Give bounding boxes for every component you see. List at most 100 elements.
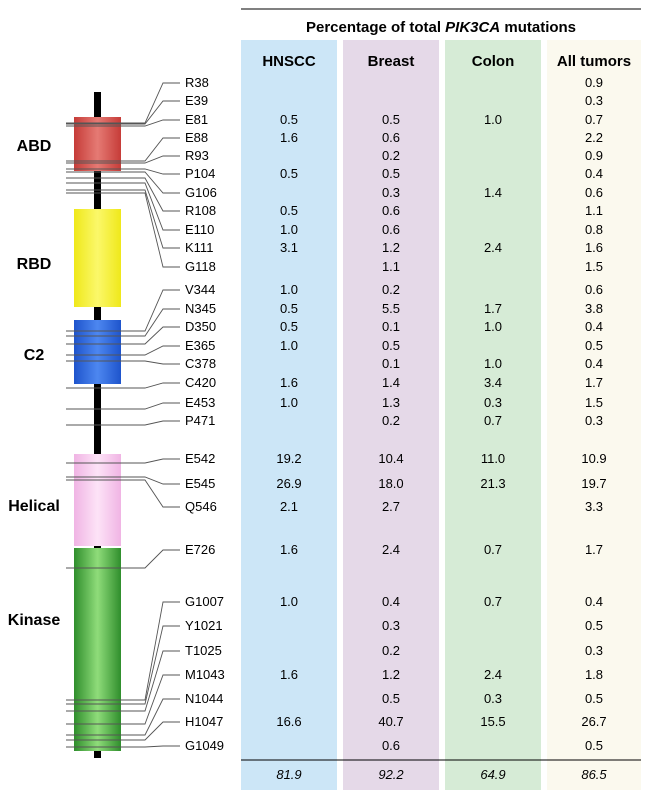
- mutation-label-c378: C378: [185, 356, 216, 371]
- value-p104-hnscc: 0.5: [280, 166, 298, 181]
- value-e110-all-tumors: 0.8: [585, 222, 603, 237]
- mutation-rows: R38 0.9 E39 0.3 E81 0.5 0.5 1.0 0.7 E88 1.6 0.6 2.2 R…: [185, 75, 607, 753]
- value-e542-breast: 10.4: [378, 451, 403, 466]
- column-band-all-tumors: [547, 40, 641, 790]
- value-e542-all-tumors: 10.9: [581, 451, 606, 466]
- value-q546-breast: 2.7: [382, 499, 400, 514]
- value-m1043-hnscc: 1.6: [280, 667, 298, 682]
- value-e726-colon: 0.7: [484, 542, 502, 557]
- mutation-label-r93: R93: [185, 148, 209, 163]
- connector-h1047: [66, 721, 180, 741]
- value-e453-colon: 0.3: [484, 395, 502, 410]
- mutation-label-g1007: G1007: [185, 594, 224, 609]
- value-n1044-colon: 0.3: [484, 691, 502, 706]
- value-t1025-breast: 0.2: [382, 643, 400, 658]
- value-e88-hnscc: 1.6: [280, 130, 298, 145]
- value-n345-all-tumors: 3.8: [585, 301, 603, 316]
- value-g1007-hnscc: 1.0: [280, 594, 298, 609]
- value-q546-all-tumors: 3.3: [585, 499, 603, 514]
- mutation-label-q546: Q546: [185, 499, 217, 514]
- value-v344-all-tumors: 0.6: [585, 282, 603, 297]
- header-title: Percentage of total PIK3CA mutations: [306, 19, 576, 36]
- column-header-all-tumors: All tumors: [557, 53, 631, 70]
- connector-c420: [66, 382, 180, 389]
- value-e453-hnscc: 1.0: [280, 395, 298, 410]
- value-r108-breast: 0.6: [382, 203, 400, 218]
- value-r93-breast: 0.2: [382, 148, 400, 163]
- value-h1047-colon: 15.5: [480, 714, 505, 729]
- column-band-breast: [343, 40, 439, 790]
- value-e726-hnscc: 1.6: [280, 542, 298, 557]
- value-p471-all-tumors: 0.3: [585, 413, 603, 428]
- value-c378-breast: 0.1: [382, 356, 400, 371]
- value-c378-all-tumors: 0.4: [585, 356, 603, 371]
- connector-d350: [66, 326, 180, 345]
- connector-g1049: [66, 745, 180, 748]
- value-g106-colon: 1.4: [484, 185, 502, 200]
- value-g1049-all-tumors: 0.5: [585, 738, 603, 753]
- connector-e542: [66, 458, 180, 464]
- mutation-label-t1025: T1025: [185, 643, 222, 658]
- value-c420-hnscc: 1.6: [280, 375, 298, 390]
- value-g1007-all-tumors: 0.4: [585, 594, 603, 609]
- mutation-label-h1047: H1047: [185, 714, 223, 729]
- value-n345-colon: 1.7: [484, 301, 502, 316]
- value-g106-breast: 0.3: [382, 185, 400, 200]
- total-hnscc: 81.9: [276, 767, 301, 782]
- mutation-label-n345: N345: [185, 301, 216, 316]
- connector-p104: [66, 168, 180, 175]
- column-header-hnscc: HNSCC: [262, 53, 316, 70]
- value-g106-all-tumors: 0.6: [585, 185, 603, 200]
- value-e365-hnscc: 1.0: [280, 338, 298, 353]
- value-y1021-breast: 0.3: [382, 618, 400, 633]
- total-breast: 92.2: [378, 767, 404, 782]
- mutation-label-e110: E110: [185, 222, 214, 237]
- value-e88-all-tumors: 2.2: [585, 130, 603, 145]
- mutation-label-g1049: G1049: [185, 738, 224, 753]
- value-c420-breast: 1.4: [382, 375, 400, 390]
- mutation-label-p104: P104: [185, 166, 215, 181]
- connector-g106: [66, 171, 180, 194]
- connector-e110: [66, 182, 180, 231]
- value-p104-breast: 0.5: [382, 166, 400, 181]
- value-e110-hnscc: 1.0: [280, 222, 298, 237]
- value-m1043-breast: 1.2: [382, 667, 400, 682]
- value-e545-breast: 18.0: [378, 476, 403, 491]
- mutation-label-e542: E542: [185, 451, 215, 466]
- value-e453-breast: 1.3: [382, 395, 400, 410]
- mutation-label-g106: G106: [185, 185, 217, 200]
- value-h1047-hnscc: 16.6: [276, 714, 301, 729]
- value-p471-colon: 0.7: [484, 413, 502, 428]
- connector-r38: [66, 82, 180, 124]
- value-e81-colon: 1.0: [484, 112, 502, 127]
- value-e81-all-tumors: 0.7: [585, 112, 603, 127]
- connector-c378: [66, 360, 180, 365]
- connector-y1021: [66, 625, 180, 705]
- connector-v344: [66, 289, 180, 332]
- value-r108-hnscc: 0.5: [280, 203, 298, 218]
- value-k111-breast: 1.2: [382, 240, 400, 255]
- domain-block-helical: [74, 454, 121, 546]
- domain-label-helical: Helical: [8, 498, 60, 515]
- total-colon: 64.9: [480, 767, 505, 782]
- mutation-label-e545: E545: [185, 476, 215, 491]
- value-y1021-all-tumors: 0.5: [585, 618, 603, 633]
- domain-block-rbd: [74, 209, 121, 307]
- value-e39-all-tumors: 0.3: [585, 93, 603, 108]
- column-header-colon: Colon: [472, 53, 515, 70]
- connector-t1025: [66, 650, 180, 712]
- value-p104-all-tumors: 0.4: [585, 166, 603, 181]
- column-band-hnscc: [241, 40, 337, 790]
- mutation-label-g118: G118: [185, 259, 216, 274]
- value-h1047-breast: 40.7: [378, 714, 403, 729]
- value-d350-colon: 1.0: [484, 319, 502, 334]
- domain-label-kinase: Kinase: [8, 612, 61, 629]
- column-band-colon: [445, 40, 541, 790]
- value-n1044-all-tumors: 0.5: [585, 691, 603, 706]
- connector-e365: [66, 345, 180, 356]
- connector-k111: [66, 189, 180, 249]
- value-e365-breast: 0.5: [382, 338, 400, 353]
- value-d350-hnscc: 0.5: [280, 319, 298, 334]
- value-e726-breast: 2.4: [382, 542, 400, 557]
